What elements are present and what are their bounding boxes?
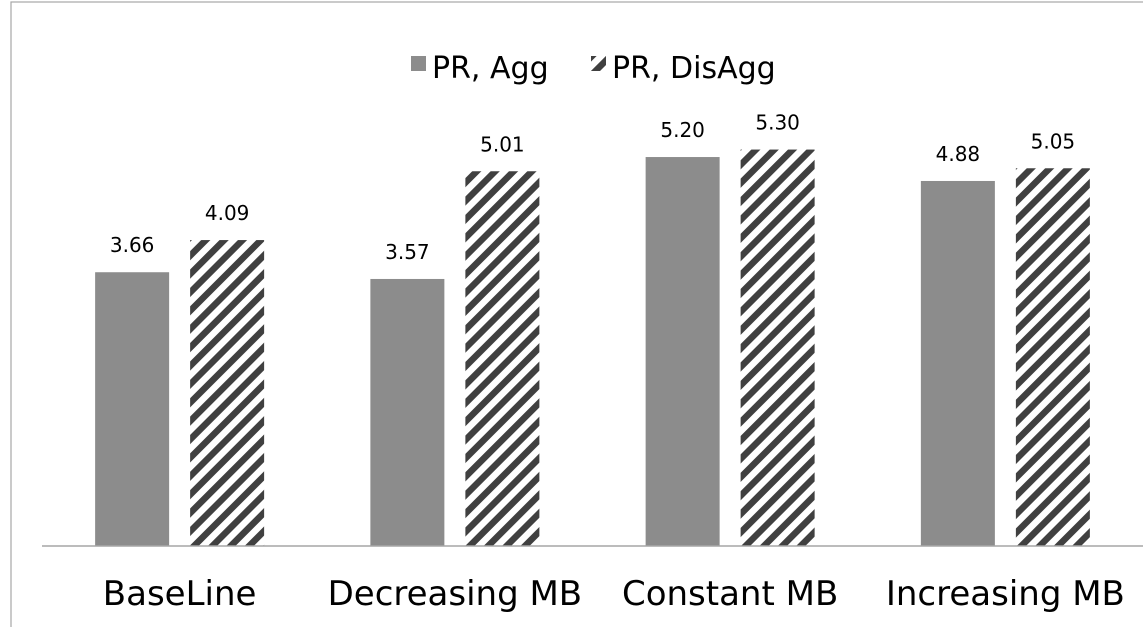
legend-label-pr-agg: PR, Agg [432, 51, 549, 86]
data-label-pr-agg-constant-mb: 5.20 [660, 118, 705, 142]
labels: 3.66 4.09 BaseLine 3.57 5.01 Decreasing MB 5.2… [103, 111, 1125, 614]
bar-pr-disagg-constant-mb [740, 149, 815, 546]
data-label-pr-disagg-constant-mb: 5.30 [755, 111, 800, 135]
bar-pr-disagg-decreasing-mb [465, 171, 540, 546]
x-tick-label-baseline: BaseLine [103, 574, 257, 614]
data-label-pr-agg-increasing-mb: 4.88 [936, 142, 981, 166]
x-tick-label-constant-mb: Constant MB [622, 574, 838, 614]
legend: PR, Agg PR, DisAgg [411, 51, 776, 86]
x-tick-label-decreasing-mb: Decreasing MB [328, 574, 583, 614]
bar-pr-disagg-increasing-mb [1015, 168, 1090, 546]
data-label-pr-agg-decreasing-mb: 3.57 [385, 240, 430, 264]
data-label-pr-disagg-increasing-mb: 5.05 [1031, 129, 1076, 153]
bar-pr-agg-increasing-mb [920, 180, 995, 546]
data-label-pr-disagg-baseline: 4.09 [205, 201, 250, 225]
legend-label-pr-disagg: PR, DisAgg [612, 51, 776, 86]
legend-swatch-pr-disagg [591, 56, 606, 71]
data-label-pr-disagg-decreasing-mb: 5.01 [480, 132, 525, 156]
bar-pr-agg-baseline [95, 272, 170, 546]
bar-pr-disagg-baseline [190, 240, 265, 546]
bar-pr-agg-constant-mb [645, 157, 720, 547]
chart-frame [10, 1, 1143, 627]
plot-area [95, 149, 1090, 547]
data-label-pr-agg-baseline: 3.66 [110, 233, 155, 257]
x-tick-label-increasing-mb: Increasing MB [886, 574, 1125, 614]
legend-swatch-pr-agg [411, 56, 426, 71]
bar-pr-agg-decreasing-mb [370, 278, 445, 546]
